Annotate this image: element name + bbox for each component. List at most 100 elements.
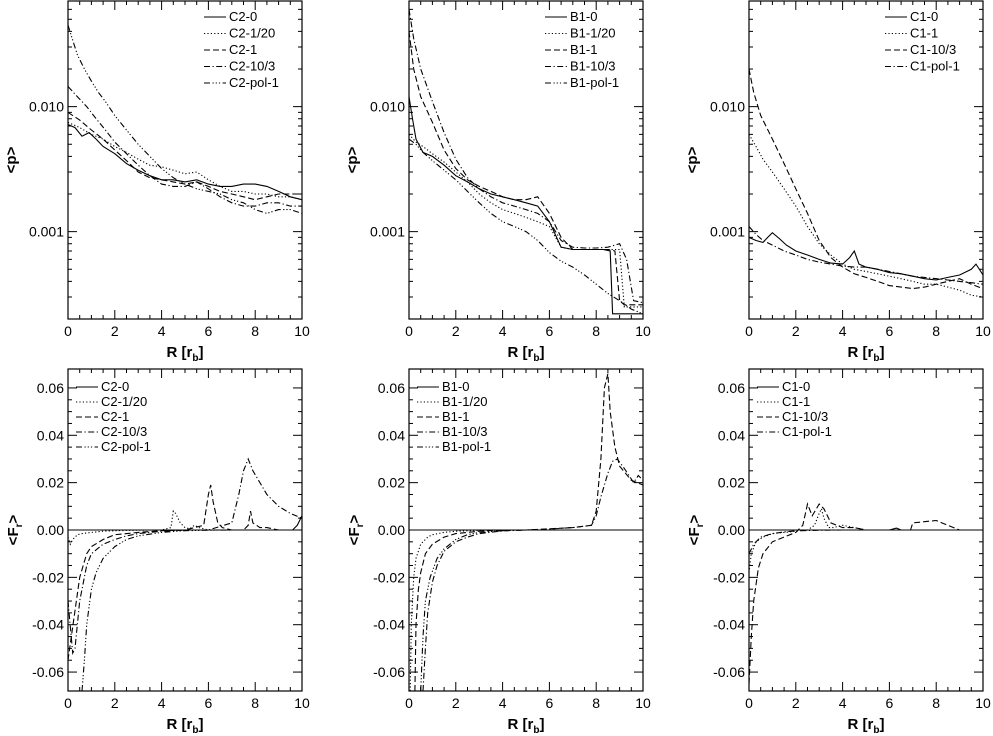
x-tick-label: 0 <box>64 695 72 711</box>
series-line-c1-1 <box>749 134 983 298</box>
x-tick-label: 6 <box>546 323 554 339</box>
series-line-b1-pol-1 <box>409 138 643 315</box>
x-tick-label: 4 <box>499 695 507 711</box>
legend-label: C2-1 <box>229 42 257 57</box>
series-line-c2-10-3 <box>68 457 302 656</box>
legend-label: B1-pol-1 <box>442 439 491 454</box>
x-tick-label: 0 <box>405 695 413 711</box>
x-tick-label: 10 <box>294 695 310 711</box>
legend-label: B1-10/3 <box>442 424 488 439</box>
x-tick-label: 0 <box>405 323 413 339</box>
legend-label: B1-1/20 <box>442 394 488 409</box>
legend-label: C1-1 <box>782 394 810 409</box>
series-line-c1-pol-1 <box>749 226 983 285</box>
y-tick-label: 0.00 <box>378 522 405 538</box>
x-tick-label: 0 <box>64 323 72 339</box>
legend: C1-0 C1-1C1-10/3 C1-pol-1 <box>885 9 960 74</box>
y-tick-label: -0.02 <box>32 569 64 585</box>
x-tick-label: 10 <box>975 695 991 711</box>
x-tick-label: 2 <box>111 695 119 711</box>
x-tick-label: 10 <box>294 323 310 339</box>
x-tick-label: 0 <box>745 323 753 339</box>
series-line-c2-10-3 <box>68 86 302 207</box>
y-tick-label: 0.06 <box>37 380 64 396</box>
x-tick-label: 8 <box>932 323 940 339</box>
x-tick-label: 2 <box>792 323 800 339</box>
x-axis-label: R [rb] <box>167 344 204 364</box>
series-line-c1-10-3 <box>749 68 983 290</box>
series-line-c1-1 <box>749 507 983 573</box>
legend-label: C1-pol-1 <box>910 59 960 74</box>
legend-label: C2-1 <box>101 409 129 424</box>
plot-frame <box>408 0 644 320</box>
plot-frame <box>67 0 303 320</box>
chart-panel-3: 0 2 4 6 8 10 0.001 0.010 R [rb] <p> C1-0 C1-1C1-10/… <box>684 0 991 364</box>
x-axis-label: R [rb] <box>848 716 885 736</box>
legend-label: C1-10/3 <box>910 42 956 57</box>
y-axis-label: <Fr> <box>686 514 706 545</box>
x-tick-label: 4 <box>158 695 166 711</box>
y-axis-label: <Fr> <box>346 514 366 545</box>
y-tick-label: -0.02 <box>713 569 745 585</box>
x-axis-label: R [rb] <box>508 344 545 364</box>
legend-label: C2-1/20 <box>101 394 147 409</box>
legend-label: C1-1 <box>910 26 938 41</box>
legend-label: C2-10/3 <box>229 59 275 74</box>
legend-label: C2-pol-1 <box>101 439 151 454</box>
series-line-b1-10-3 <box>422 458 643 691</box>
y-tick-label: 0.02 <box>718 475 745 491</box>
legend-label: C1-0 <box>910 9 938 24</box>
y-tick-label: 0.04 <box>37 427 64 443</box>
x-tick-label: 6 <box>546 695 554 711</box>
legend-label: B1-10/3 <box>570 59 616 74</box>
y-tick-label: 0.010 <box>370 99 405 115</box>
x-tick-label: 8 <box>592 323 600 339</box>
y-tick-label: 0.00 <box>718 522 745 538</box>
x-tick-label: 2 <box>452 323 460 339</box>
y-tick-label: -0.04 <box>373 617 405 633</box>
series-line-b1-1 <box>409 31 643 306</box>
y-tick-label: 0.001 <box>710 224 745 240</box>
x-tick-label: 8 <box>932 695 940 711</box>
legend-label: C2-pol-1 <box>229 75 279 90</box>
chart-panel-6: 0 2 4 6 8 10 -0.06 -0.04 -0.02 0.00 0.02 0.04 0.06 R … <box>686 368 991 736</box>
series-line-c1-0 <box>749 231 983 281</box>
x-tick-label: 0 <box>745 695 753 711</box>
legend-label: C1-10/3 <box>782 409 828 424</box>
x-tick-label: 6 <box>886 695 894 711</box>
series-line-b1-0 <box>409 96 643 315</box>
y-tick-label: 0.001 <box>29 224 64 240</box>
y-tick-label: -0.02 <box>373 569 405 585</box>
legend-label: B1-pol-1 <box>570 75 619 90</box>
y-tick-label: 0.001 <box>370 224 405 240</box>
legend: C1-0C1-1C1-10/3C1-pol-1 <box>757 379 832 439</box>
legend-label: C2-10/3 <box>101 424 147 439</box>
x-tick-label: 6 <box>886 323 894 339</box>
legend-label: B1-1/20 <box>570 26 616 41</box>
series-line-b1-1-20 <box>409 134 643 308</box>
series-line-b1-1-20 <box>409 529 643 691</box>
series-line-c2-pol-1 <box>68 24 302 214</box>
y-tick-label: 0.04 <box>718 427 745 443</box>
x-tick-label: 10 <box>975 323 991 339</box>
series-line-c2-0 <box>68 123 302 201</box>
y-tick-label: -0.04 <box>32 617 64 633</box>
series-line-c2-1-20 <box>68 121 302 201</box>
y-tick-label: 0.06 <box>378 380 405 396</box>
chart-panel-4: 0 2 4 6 8 10 -0.06 -0.04 -0.02 0.00 0.02 0.04 0.06 R … <box>5 368 310 736</box>
x-tick-label: 4 <box>839 695 847 711</box>
y-tick-label: 0.010 <box>710 99 745 115</box>
y-axis-label: <p> <box>344 146 361 173</box>
y-tick-label: -0.06 <box>32 664 64 680</box>
x-tick-label: 10 <box>635 695 651 711</box>
series-line-b1-pol-1 <box>420 529 643 691</box>
x-tick-label: 6 <box>205 323 213 339</box>
y-axis-label: <p> <box>3 146 20 173</box>
x-axis-label: R [rb] <box>167 716 204 736</box>
x-tick-label: 2 <box>452 695 460 711</box>
